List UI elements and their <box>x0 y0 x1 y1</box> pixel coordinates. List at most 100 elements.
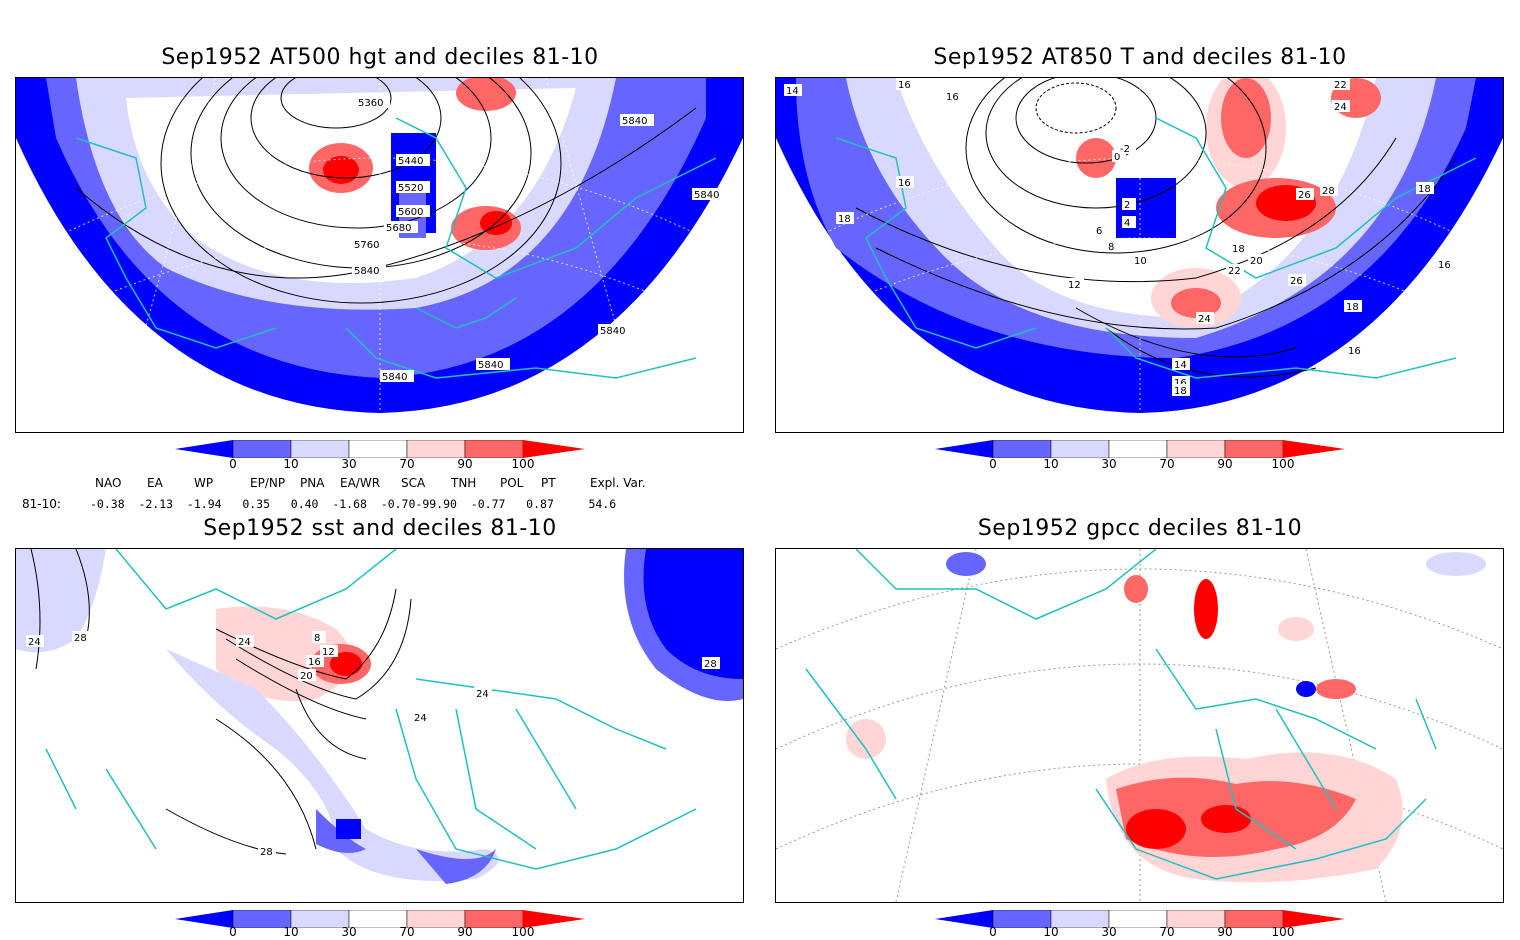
svg-text:16: 16 <box>1348 346 1361 357</box>
svg-text:26: 26 <box>1290 276 1303 287</box>
colorbar-tick: 70 <box>1159 457 1175 471</box>
colorbar-tick: 100 <box>1271 925 1295 939</box>
contour-label: 26 <box>1288 274 1306 287</box>
svg-text:14: 14 <box>786 86 799 97</box>
contour-label: 6 <box>1094 224 1108 237</box>
contour-label: 8 <box>1106 240 1124 253</box>
contour-label: 24 <box>236 635 254 648</box>
contour-label: 28 <box>258 845 276 858</box>
svg-text:5840: 5840 <box>622 116 647 127</box>
index-header: TNH <box>451 476 477 490</box>
contour-label: 18 <box>836 212 854 225</box>
contour-label: 22 <box>1332 78 1350 91</box>
svg-text:-2: -2 <box>1120 144 1130 155</box>
contour-label: 5440 <box>396 154 430 167</box>
svg-text:5680: 5680 <box>386 223 411 234</box>
svg-text:5520: 5520 <box>398 183 423 194</box>
map-sst: 24 28 24 8 12 16 20 24 24 28 28 <box>15 548 744 903</box>
svg-text:16: 16 <box>308 657 321 668</box>
svg-text:5840: 5840 <box>382 372 407 383</box>
svg-text:18: 18 <box>1418 184 1431 195</box>
contour-label: 22 <box>1226 264 1244 277</box>
contour-label: 5840 <box>476 358 510 371</box>
svg-text:16: 16 <box>898 80 911 91</box>
contour-label: 12 <box>320 645 338 658</box>
map-hgt500: 5360 5440 5520 5600 5680 5760 5840 5840 … <box>15 77 744 433</box>
svg-text:5600: 5600 <box>398 207 423 218</box>
colorbar-bottom-right: 0 10 30 70 90 100 <box>935 909 1345 940</box>
index-header: Expl. Var. <box>590 476 646 490</box>
svg-text:4: 4 <box>1124 218 1130 229</box>
colorbar-swatches <box>175 909 585 929</box>
contour-label: 16 <box>896 176 914 189</box>
svg-text:6: 6 <box>1096 226 1102 237</box>
contour-label: 16 <box>1346 344 1364 357</box>
index-header: NAO <box>95 476 122 490</box>
panel-title-gpcc: Sep1952 gpcc deciles 81-10 <box>977 516 1303 541</box>
contour-label: 8 <box>312 631 326 644</box>
index-row-label: 81-10: <box>22 497 61 511</box>
contour-label: 18 <box>1172 384 1190 397</box>
svg-text:5440: 5440 <box>398 156 423 167</box>
colorbar-swatches <box>935 439 1345 459</box>
contour-label: -2 <box>1118 142 1136 155</box>
svg-text:0: 0 <box>1114 152 1120 163</box>
contour-label: 18 <box>1416 182 1434 195</box>
contour-label: 28 <box>702 657 720 670</box>
svg-text:5840: 5840 <box>600 326 625 337</box>
colorbar-tick: 30 <box>1101 925 1117 939</box>
svg-text:24: 24 <box>1198 314 1211 325</box>
colorbar-tick: 70 <box>399 925 415 939</box>
colorbar-tick: 70 <box>399 457 415 471</box>
contour-label: 2 <box>1122 198 1136 211</box>
svg-text:12: 12 <box>1068 280 1081 291</box>
colorbar-tick: 90 <box>457 925 473 939</box>
svg-text:16: 16 <box>1438 260 1451 271</box>
svg-text:28: 28 <box>260 847 273 858</box>
colorbar-tick: 0 <box>989 925 997 939</box>
contour-label: 14 <box>1172 358 1190 371</box>
contour-label: 5840 <box>620 114 654 127</box>
contour-label: 16 <box>896 78 914 91</box>
svg-text:24: 24 <box>28 637 41 648</box>
colorbar-top-left: 0 10 30 70 90 100 <box>175 439 585 476</box>
colorbar-swatches <box>935 909 1345 929</box>
svg-text:18: 18 <box>838 214 851 225</box>
contour-label: 18 <box>1344 300 1362 313</box>
contour-label: 5600 <box>396 205 430 218</box>
colorbar-tick: 30 <box>1101 457 1117 471</box>
svg-text:20: 20 <box>300 671 313 682</box>
colorbar-tick: 10 <box>1043 925 1059 939</box>
colorbar-tick: 10 <box>283 925 299 939</box>
svg-text:5840: 5840 <box>354 266 379 277</box>
colorbar-tick: 90 <box>1217 925 1233 939</box>
svg-text:26: 26 <box>1298 190 1311 201</box>
svg-text:16: 16 <box>946 92 959 103</box>
panel-title-hgt500: Sep1952 AT500 hgt and deciles 81-10 <box>161 45 599 70</box>
svg-text:18: 18 <box>1232 244 1245 255</box>
svg-text:5760: 5760 <box>354 240 379 251</box>
colorbar-tick: 10 <box>1043 457 1059 471</box>
contour-label: 24 <box>1196 312 1214 325</box>
colorbar-tick: 90 <box>457 457 473 471</box>
svg-text:24: 24 <box>238 637 251 648</box>
contour-label: 5840 <box>598 324 632 337</box>
contour-label: 16 <box>306 655 324 668</box>
index-header: PNA <box>300 476 325 490</box>
contour-label: 5840 <box>352 264 386 277</box>
svg-text:18: 18 <box>1174 386 1187 397</box>
colorbar-tick: 70 <box>1159 925 1175 939</box>
svg-text:14: 14 <box>1174 360 1187 371</box>
contour-label: 24 <box>474 687 492 700</box>
svg-text:5840: 5840 <box>694 190 719 201</box>
contour-label: 24 <box>412 711 430 724</box>
colorbar-bottom-left: 0 10 30 70 90 100 <box>175 909 585 940</box>
svg-text:22: 22 <box>1334 80 1347 91</box>
colorbar-tick: 100 <box>511 457 535 471</box>
colorbar-top-right: 0 10 30 70 90 100 <box>935 439 1345 476</box>
svg-text:28: 28 <box>1322 186 1335 197</box>
contour-label: 16 <box>944 90 962 103</box>
index-header: WP <box>194 476 214 490</box>
panel-title-t850: Sep1952 AT850 T and deciles 81-10 <box>933 45 1347 70</box>
index-values: -0.38 -2.13 -1.94 0.35 0.40 -1.68 -0.70-… <box>90 497 617 511</box>
